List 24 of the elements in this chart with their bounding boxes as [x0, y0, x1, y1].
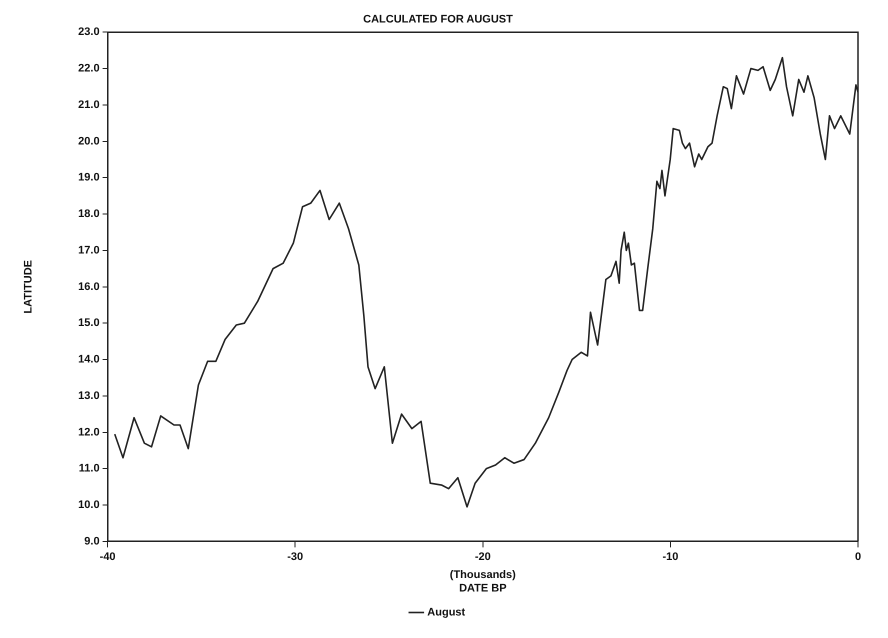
y-tick-label: 9.0 [84, 535, 100, 548]
y-tick-label: 22.0 [78, 62, 100, 75]
y-tick-label: 17.0 [78, 244, 100, 256]
x-tick-label: -40 [100, 551, 116, 564]
y-tick-label: 13.0 [78, 390, 100, 402]
y-tick-label: 23.0 [78, 26, 100, 38]
y-tick-label: 18.0 [78, 208, 100, 220]
y-tick-label: 16.0 [78, 280, 100, 293]
y-tick-label: 14.0 [78, 354, 100, 366]
y-tick-label: 19.0 [78, 172, 100, 184]
legend-label: August [427, 606, 466, 619]
x-tick-label: -10 [662, 551, 678, 564]
y-tick-label: 20.0 [78, 135, 100, 148]
x-tick-label: -30 [287, 551, 304, 564]
y-tick-label: 15.0 [78, 317, 100, 330]
x-tick-label: -20 [474, 551, 491, 564]
y-tick-label: 12.0 [78, 426, 100, 438]
y-axis-title: LATITUDE [22, 260, 35, 314]
y-tick-label: 10.0 [78, 499, 100, 512]
y-tick-label: 11.0 [78, 462, 100, 475]
x-tick-label: 0 [854, 551, 862, 564]
chart-title: CALCULATED FOR AUGUST [363, 14, 514, 26]
x-axis-title: (Thousands) DATE BP [450, 569, 516, 594]
y-tick-label: 21.0 [78, 98, 100, 111]
